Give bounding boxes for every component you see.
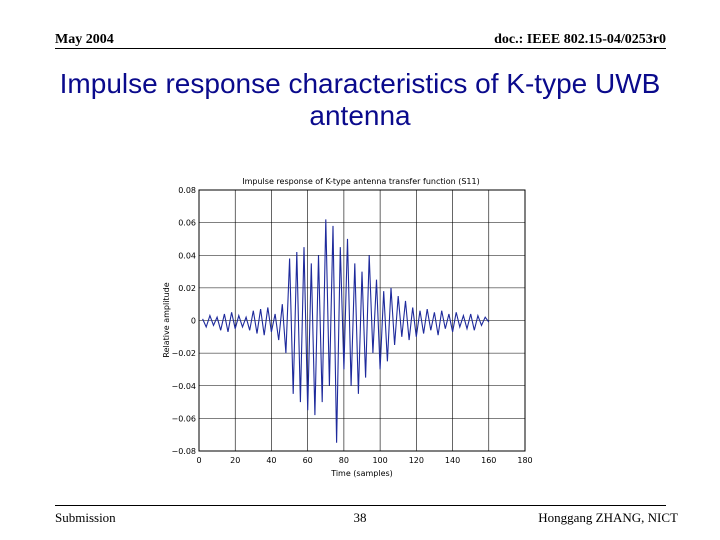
x-tick-label: 80 — [339, 456, 349, 465]
y-tick-label: −0.04 — [171, 382, 196, 391]
y-tick-label: −0.02 — [171, 349, 196, 358]
x-tick-label: 140 — [445, 456, 460, 465]
x-axis-ticks: 0 20 40 60 80 100 120 140 160 180 — [196, 456, 532, 465]
footer-author: Honggang ZHANG, NICT — [538, 510, 678, 525]
x-tick-label: 60 — [303, 456, 313, 465]
slide-title: Impulse response characteristics of K-ty… — [59, 68, 661, 131]
plot-frame — [198, 189, 526, 452]
y-tick-label: 0.08 — [178, 186, 196, 195]
chart-grid — [198, 189, 526, 452]
header-doc-id: doc.: IEEE 802.15-04/0253r0 — [494, 32, 666, 47]
y-tick-label: −0.08 — [171, 447, 196, 456]
x-tick-label: 160 — [481, 456, 496, 465]
y-tick-label: −0.06 — [171, 414, 196, 423]
footer-page-number: 38 — [353, 510, 367, 525]
y-axis-label: Relative amplitude — [162, 282, 171, 357]
y-axis-ticks: 0.08 0.06 0.04 0.02 0 −0.02 −0.04 −0.06 −0.08 — [171, 186, 196, 456]
header-date: May 2004 — [55, 32, 114, 47]
chart-title: Impulse response of K-type antenna trans… — [242, 177, 479, 186]
x-tick-label: 100 — [372, 456, 387, 465]
x-tick-label: 0 — [196, 456, 201, 465]
chart-series — [202, 219, 490, 443]
header-rule — [55, 48, 666, 49]
y-tick-label: 0.02 — [178, 284, 196, 293]
y-tick-label: 0 — [191, 317, 196, 326]
footer-rule — [55, 505, 666, 506]
x-tick-label: 120 — [409, 456, 424, 465]
footer-submission: Submission — [55, 510, 116, 525]
x-tick-label: 40 — [266, 456, 276, 465]
x-tick-label: 180 — [517, 456, 532, 465]
x-tick-label: 20 — [230, 456, 240, 465]
y-tick-label: 0.04 — [178, 251, 196, 260]
series-line — [202, 219, 490, 443]
y-tick-label: 0.06 — [178, 219, 196, 228]
x-axis-label: Time (samples) — [330, 469, 393, 478]
